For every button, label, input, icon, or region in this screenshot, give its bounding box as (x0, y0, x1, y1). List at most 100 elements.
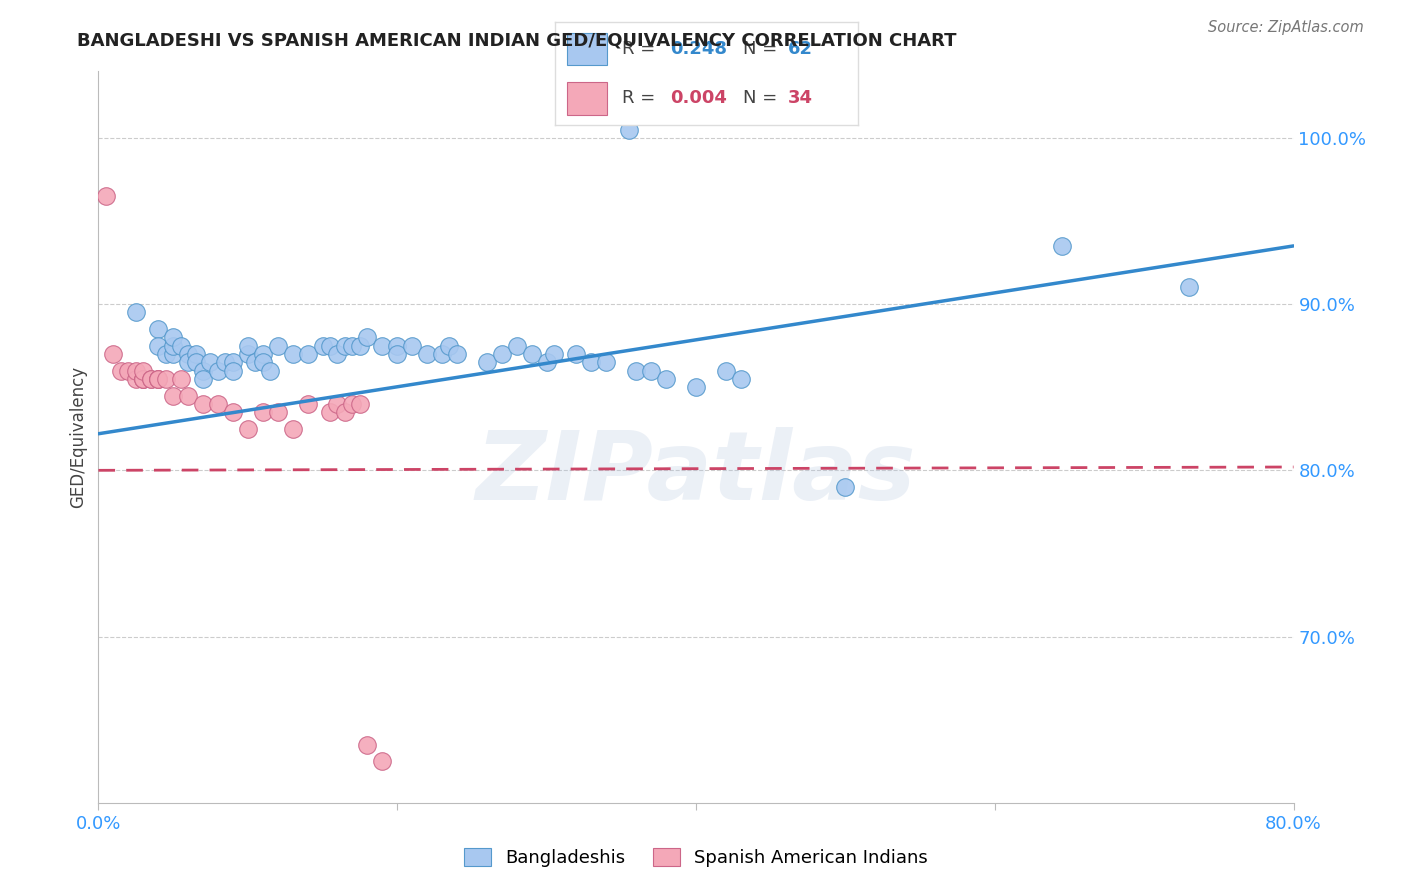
Point (125, 372, 148, 386)
Text: BANGLADESHI VS SPANISH AMERICAN INDIAN GED/EQUIVALENCY CORRELATION CHART: BANGLADESHI VS SPANISH AMERICAN INDIAN G… (77, 31, 957, 49)
Point (132, 372, 155, 386)
Bar (568, 82, 607, 114)
Point (191, 363, 214, 377)
Point (155, 347, 177, 361)
Point (371, 754, 394, 768)
Point (319, 405, 342, 419)
Point (252, 355, 274, 369)
Point (207, 397, 229, 411)
Point (401, 339, 423, 353)
Point (207, 363, 229, 377)
Point (177, 355, 200, 369)
Point (281, 347, 304, 361)
Text: R =: R = (621, 89, 661, 107)
Point (311, 339, 333, 353)
Point (236, 347, 259, 361)
Text: N =: N = (742, 40, 783, 58)
Point (595, 355, 617, 369)
Point (148, 372, 170, 386)
Point (520, 347, 543, 361)
Y-axis label: GED/Equivalency: GED/Equivalency (69, 366, 87, 508)
Point (333, 339, 356, 353)
Point (117, 363, 139, 377)
Point (356, 330, 378, 344)
Point (236, 422, 259, 436)
Point (214, 355, 236, 369)
Point (1050, 239, 1073, 253)
Point (626, 363, 648, 377)
Point (139, 372, 162, 386)
Point (506, 339, 529, 353)
Point (132, 372, 155, 386)
Point (371, 339, 394, 353)
Text: R =: R = (621, 40, 661, 58)
Point (430, 347, 453, 361)
Point (1178, 280, 1201, 294)
Text: Source: ZipAtlas.com: Source: ZipAtlas.com (1208, 20, 1364, 35)
Point (326, 347, 349, 361)
Point (640, 363, 662, 377)
Point (439, 339, 461, 353)
Point (581, 355, 603, 369)
Legend: Bangladeshis, Spanish American Indians: Bangladeshis, Spanish American Indians (457, 840, 935, 874)
Point (162, 388, 184, 402)
Point (245, 355, 267, 369)
Text: 34: 34 (789, 89, 813, 107)
Point (191, 372, 214, 386)
Point (148, 372, 170, 386)
Point (148, 322, 170, 336)
Text: ZIPatlas: ZIPatlas (475, 427, 917, 520)
Point (319, 339, 342, 353)
Point (236, 339, 259, 353)
Point (132, 363, 155, 377)
Point (446, 347, 468, 361)
Point (655, 372, 678, 386)
Text: 0.248: 0.248 (671, 40, 727, 58)
Point (169, 339, 191, 353)
Point (103, 347, 125, 361)
Point (714, 363, 737, 377)
Point (259, 363, 281, 377)
Point (475, 355, 498, 369)
Point (543, 347, 565, 361)
Point (326, 397, 349, 411)
Point (184, 347, 207, 361)
Point (297, 397, 319, 411)
Point (169, 372, 191, 386)
Point (177, 347, 200, 361)
Point (617, 122, 640, 136)
Point (252, 405, 274, 419)
Point (349, 397, 371, 411)
Point (267, 339, 290, 353)
Point (297, 347, 319, 361)
Point (267, 405, 290, 419)
Point (110, 363, 132, 377)
Point (685, 380, 707, 394)
Point (139, 372, 162, 386)
Point (125, 363, 148, 377)
Point (491, 347, 513, 361)
Point (222, 363, 245, 377)
Point (281, 422, 304, 436)
Point (834, 480, 856, 494)
Point (222, 355, 245, 369)
Point (191, 397, 214, 411)
Point (252, 347, 274, 361)
Bar (568, 32, 607, 65)
Point (155, 372, 177, 386)
Point (730, 372, 752, 386)
Text: 0.004: 0.004 (671, 89, 727, 107)
Point (416, 347, 439, 361)
Point (162, 347, 184, 361)
Point (132, 372, 155, 386)
Point (565, 347, 588, 361)
Point (385, 347, 409, 361)
Point (148, 339, 170, 353)
Point (94, 189, 117, 203)
Point (148, 372, 170, 386)
Point (162, 339, 184, 353)
Text: N =: N = (742, 89, 783, 107)
Point (177, 388, 200, 402)
Point (349, 339, 371, 353)
Point (184, 355, 207, 369)
